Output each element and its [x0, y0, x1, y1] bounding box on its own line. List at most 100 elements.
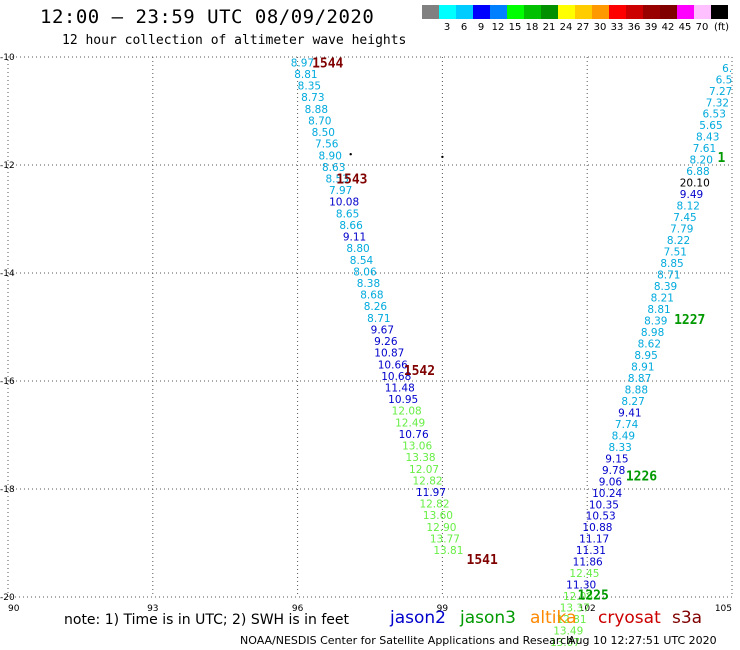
colorbar-swatch: [609, 5, 626, 19]
lat-tick-label: -16: [0, 377, 15, 387]
colorbar-swatch: [711, 5, 728, 19]
orbit-time-label: 1226: [626, 470, 657, 485]
orbit-time-label: 1542: [404, 364, 435, 379]
wave-height-value: 8.91: [631, 361, 654, 373]
wave-height-value: 10.76: [399, 429, 429, 441]
lat-tick-label: -18: [0, 485, 15, 495]
wave-height-value: 12.82: [419, 499, 449, 511]
colorbar-label: 33: [610, 22, 624, 33]
wave-height-value: 6.5: [716, 74, 733, 86]
colorbar-swatch: [541, 5, 558, 19]
wave-height-value: 12.45: [569, 568, 599, 580]
wave-height-value: 9.26: [374, 336, 398, 348]
wave-height-value: 8.35: [298, 81, 321, 93]
wave-height-value: 9.78: [602, 465, 625, 477]
colorbar-label: 21: [542, 22, 556, 33]
wave-height-value: 7.97: [329, 185, 352, 197]
wave-height-value: 13.81: [433, 545, 463, 557]
wave-height-value: 6.: [722, 63, 732, 75]
wave-height-value: 10.53: [586, 511, 616, 523]
wave-height-value: 10.95: [388, 394, 418, 406]
wave-height-value: 13.60: [423, 510, 453, 522]
wave-height-value: 12.07: [409, 464, 439, 476]
colorbar-label: 9: [477, 22, 485, 33]
colorbar-swatch: [456, 5, 473, 19]
wave-height-value: 12.49: [395, 417, 425, 429]
wave-height-value: 8.54: [350, 255, 374, 267]
wave-height-value: 8.85: [660, 258, 683, 270]
wave-height-value: 9.15: [605, 453, 628, 465]
footer-credit: NOAA/NESDIS Center for Satellite Applica…: [240, 634, 574, 647]
colorbar-swatch: [558, 5, 575, 19]
colorbar-swatch: [575, 5, 592, 19]
lon-tick-label: 99: [437, 604, 449, 614]
wave-height-value: 12.82: [413, 475, 443, 487]
wave-height-value: 8.66: [339, 220, 363, 232]
orbit-time-label: 1544: [312, 56, 343, 71]
colorbar-label: 36: [627, 22, 641, 33]
wave-height-value: 8.33: [608, 442, 631, 454]
wave-height-value: 8.20: [690, 155, 713, 167]
colorbar-label: 45: [678, 22, 692, 33]
legend-altika: altika: [530, 608, 577, 628]
wave-height-value: 7.51: [664, 247, 687, 259]
wave-height-value: 7.45: [673, 212, 696, 224]
wave-height-value: 11.48: [385, 382, 415, 394]
lon-tick-label: 90: [8, 604, 20, 614]
wave-height-value: 9.49: [680, 189, 703, 201]
wave-height-value: 13.06: [402, 441, 432, 453]
orbit-time-label: 1543: [336, 173, 367, 188]
wave-height-value: 8.71: [367, 313, 390, 325]
wave-height-value: 8.22: [667, 235, 690, 247]
wave-height-value: 9.41: [618, 407, 641, 419]
legend-jason3: jason3: [460, 608, 516, 628]
wave-height-value: 6.53: [703, 109, 726, 121]
wave-height-value: 8.70: [308, 115, 331, 127]
orbit-time-label: 1227: [674, 313, 705, 328]
orbit-time-label: 1541: [467, 553, 498, 568]
colorbar-label: 6: [460, 22, 468, 33]
wave-height-value: 8.12: [677, 201, 700, 213]
wave-height-value: 8.38: [357, 278, 380, 290]
wave-height-value: 12.81: [556, 614, 586, 626]
wave-height-value: 7.56: [315, 139, 339, 151]
wave-height-value: 8.71: [657, 270, 680, 282]
lat-tick-label: -14: [0, 269, 15, 279]
wave-height-value: 8.43: [696, 132, 719, 144]
wave-height-value: 6.88: [686, 166, 709, 178]
wave-height-value: 11.17: [579, 534, 609, 546]
wave-height-value: 8.90: [319, 150, 342, 162]
location-marker: [441, 155, 444, 159]
wave-height-value: 9.06: [599, 476, 623, 488]
wave-height-value: 8.97: [291, 57, 314, 69]
colorbar-label: 27: [576, 22, 590, 33]
wave-height-value: 8.26: [364, 301, 388, 313]
wave-height-value: 7.32: [706, 97, 729, 109]
colorbar-swatch: [490, 5, 507, 19]
wave-height-value: 13.38: [406, 452, 436, 464]
wave-height-value: 9.67: [371, 324, 394, 336]
wave-height-value: 10.87: [374, 348, 404, 360]
wave-height-value: 11.30: [566, 580, 596, 592]
colorbar-swatch: [507, 5, 524, 19]
wave-height-value: 8.65: [336, 208, 359, 220]
lon-tick-label: 96: [292, 604, 304, 614]
wave-height-value: 8.62: [638, 338, 661, 350]
lon-tick-label: 93: [147, 604, 158, 614]
lon-tick-label: 102: [579, 604, 596, 614]
wave-height-value: 8.06: [353, 266, 377, 278]
orbit-time-label: 1225: [578, 588, 609, 603]
wave-height-value: 8.73: [301, 92, 324, 104]
colorbar-label: 30: [593, 22, 607, 33]
colorbar-swatch: [592, 5, 609, 19]
wave-height-value: 8.21: [651, 293, 674, 305]
wave-height-value: 13.77: [430, 533, 460, 545]
colorbar-swatch: [626, 5, 643, 19]
wave-height-value: 13.37: [560, 603, 590, 615]
wave-height-value: 5.65: [699, 120, 722, 132]
wave-height-value: 20.10: [680, 178, 710, 190]
lon-tick-label: 105: [715, 604, 732, 614]
wave-height-value: 8.88: [625, 384, 648, 396]
wave-height-value: 8.27: [621, 396, 644, 408]
